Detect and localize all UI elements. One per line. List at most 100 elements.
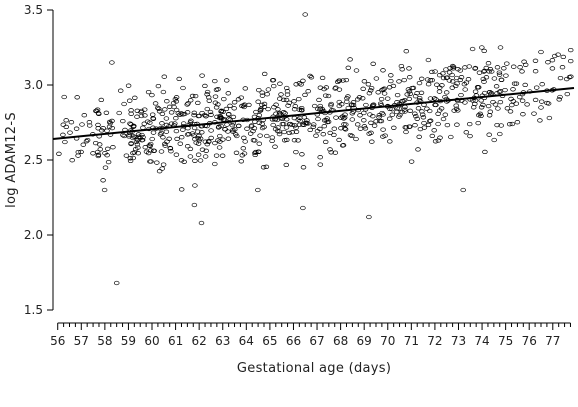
data-point xyxy=(371,123,378,128)
data-point xyxy=(192,93,199,99)
y-axis-title: log ADAM12-S xyxy=(4,112,19,208)
data-point xyxy=(315,116,321,122)
data-point xyxy=(424,106,430,111)
data-point xyxy=(199,73,205,78)
data-point xyxy=(62,139,68,145)
data-point xyxy=(568,74,574,79)
data-point xyxy=(316,97,322,103)
data-point xyxy=(240,146,247,151)
data-point xyxy=(502,87,508,93)
data-point xyxy=(345,94,351,99)
data-point xyxy=(299,122,306,127)
data-point xyxy=(162,107,168,112)
data-point xyxy=(142,113,148,118)
data-point xyxy=(133,139,140,145)
data-point xyxy=(259,90,265,95)
data-point xyxy=(305,89,311,94)
data-point xyxy=(113,280,120,286)
data-point xyxy=(277,96,283,101)
data-point xyxy=(281,138,288,143)
data-point xyxy=(242,86,249,91)
data-point xyxy=(440,75,447,81)
data-point xyxy=(514,120,521,125)
data-point xyxy=(314,128,321,134)
data-point xyxy=(168,121,175,126)
data-point xyxy=(481,79,487,84)
data-point xyxy=(203,148,209,153)
data-point xyxy=(225,129,231,134)
data-point xyxy=(180,112,186,117)
x-tick-label: 68 xyxy=(333,334,348,348)
data-point xyxy=(482,149,488,155)
data-point xyxy=(160,162,167,167)
data-point xyxy=(408,159,415,164)
data-point xyxy=(349,133,355,139)
data-point xyxy=(443,90,450,95)
data-point xyxy=(172,97,179,102)
data-point xyxy=(194,129,201,134)
data-point xyxy=(501,66,507,71)
data-point xyxy=(156,106,162,111)
data-point xyxy=(449,72,455,78)
data-point xyxy=(160,89,167,95)
data-point xyxy=(509,121,516,127)
data-point xyxy=(368,120,374,125)
data-point xyxy=(338,115,344,120)
data-point xyxy=(403,49,410,54)
data-point xyxy=(128,111,134,116)
data-point xyxy=(212,140,218,146)
data-point xyxy=(139,138,145,143)
data-point xyxy=(173,107,180,113)
data-point xyxy=(155,83,162,89)
data-point xyxy=(490,99,496,105)
data-point xyxy=(347,132,354,138)
data-point xyxy=(324,119,331,125)
data-point xyxy=(281,129,287,135)
data-point xyxy=(394,106,401,111)
data-point xyxy=(365,82,372,87)
data-point xyxy=(199,110,205,116)
data-point xyxy=(134,108,141,113)
data-point xyxy=(340,143,347,148)
data-point xyxy=(156,169,163,174)
data-point xyxy=(202,154,209,159)
data-point xyxy=(176,76,182,82)
data-point xyxy=(497,45,504,50)
data-point xyxy=(407,91,414,96)
data-point xyxy=(498,77,505,82)
data-point xyxy=(286,100,293,105)
data-point xyxy=(140,125,146,130)
data-point xyxy=(219,153,226,158)
data-point xyxy=(442,112,449,117)
data-point xyxy=(180,85,186,91)
data-point xyxy=(508,96,514,102)
data-point xyxy=(257,133,263,138)
x-tick-label: 77 xyxy=(545,334,560,348)
data-point xyxy=(413,114,419,119)
data-point xyxy=(486,69,492,74)
data-point xyxy=(524,102,530,107)
data-point xyxy=(454,122,460,127)
data-point xyxy=(221,96,227,102)
data-point xyxy=(406,124,413,129)
data-point xyxy=(275,107,281,112)
data-point xyxy=(256,113,263,118)
data-point xyxy=(522,82,528,88)
data-point xyxy=(139,132,145,138)
data-point xyxy=(173,128,180,134)
data-point xyxy=(120,132,126,138)
y-tick-label: 3.5 xyxy=(24,3,43,17)
data-point xyxy=(394,92,401,98)
data-point xyxy=(300,165,307,170)
data-point xyxy=(317,85,324,90)
data-point xyxy=(74,95,80,100)
data-point xyxy=(406,75,413,80)
data-point xyxy=(361,110,367,116)
data-point xyxy=(463,130,470,135)
data-point xyxy=(130,155,137,161)
data-point xyxy=(226,116,232,121)
data-point xyxy=(431,96,438,101)
data-point xyxy=(496,72,503,77)
data-point xyxy=(232,132,239,137)
